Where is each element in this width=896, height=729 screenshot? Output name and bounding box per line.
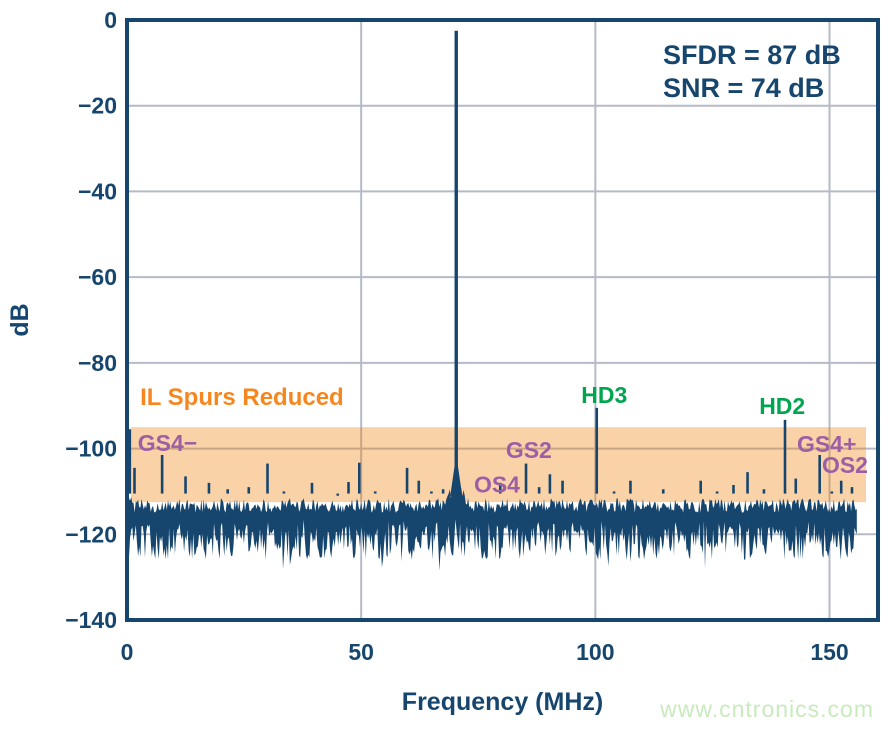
annotation-snr: SNR = 74 dB: [663, 73, 824, 103]
y-axis-title: dB: [6, 303, 34, 336]
x-tick-label: 100: [576, 639, 614, 665]
fundamental-skirt: [450, 465, 463, 496]
y-tick-label: −80: [78, 350, 117, 376]
peak-label-gs2: GS2: [506, 437, 552, 463]
y-tick-label: −100: [65, 436, 117, 462]
x-tick-label: 0: [121, 639, 134, 665]
annotation-sfdr: SFDR = 87 dB: [663, 40, 841, 70]
x-tick-label: 150: [810, 639, 848, 665]
peak-label-os2: OS2: [822, 452, 868, 478]
x-axis-title: Frequency (MHz): [402, 688, 603, 716]
peak-label-gs4: GS4−: [138, 430, 197, 456]
il-spurs-highlight-band: [130, 427, 867, 503]
y-tick-label: 0: [104, 7, 117, 33]
peak-label-gs4: GS4+: [797, 431, 856, 457]
x-tick-label: 50: [348, 639, 374, 665]
y-tick-label: −20: [78, 93, 117, 119]
noise-floor: [128, 482, 857, 571]
band-label-il-spurs-reduced: IL Spurs Reduced: [140, 384, 344, 411]
y-tick-label: −120: [65, 521, 117, 547]
peak-label-hd3: HD3: [581, 382, 627, 408]
y-tick-label: −40: [78, 178, 117, 204]
peak-label-hd2: HD2: [759, 393, 805, 419]
peak-label-os4: OS4: [474, 472, 520, 498]
y-tick-label: −60: [78, 264, 117, 290]
watermark: www.cntronics.com: [660, 696, 874, 722]
plot-border: [125, 18, 880, 622]
y-tick-label: −140: [65, 607, 117, 633]
